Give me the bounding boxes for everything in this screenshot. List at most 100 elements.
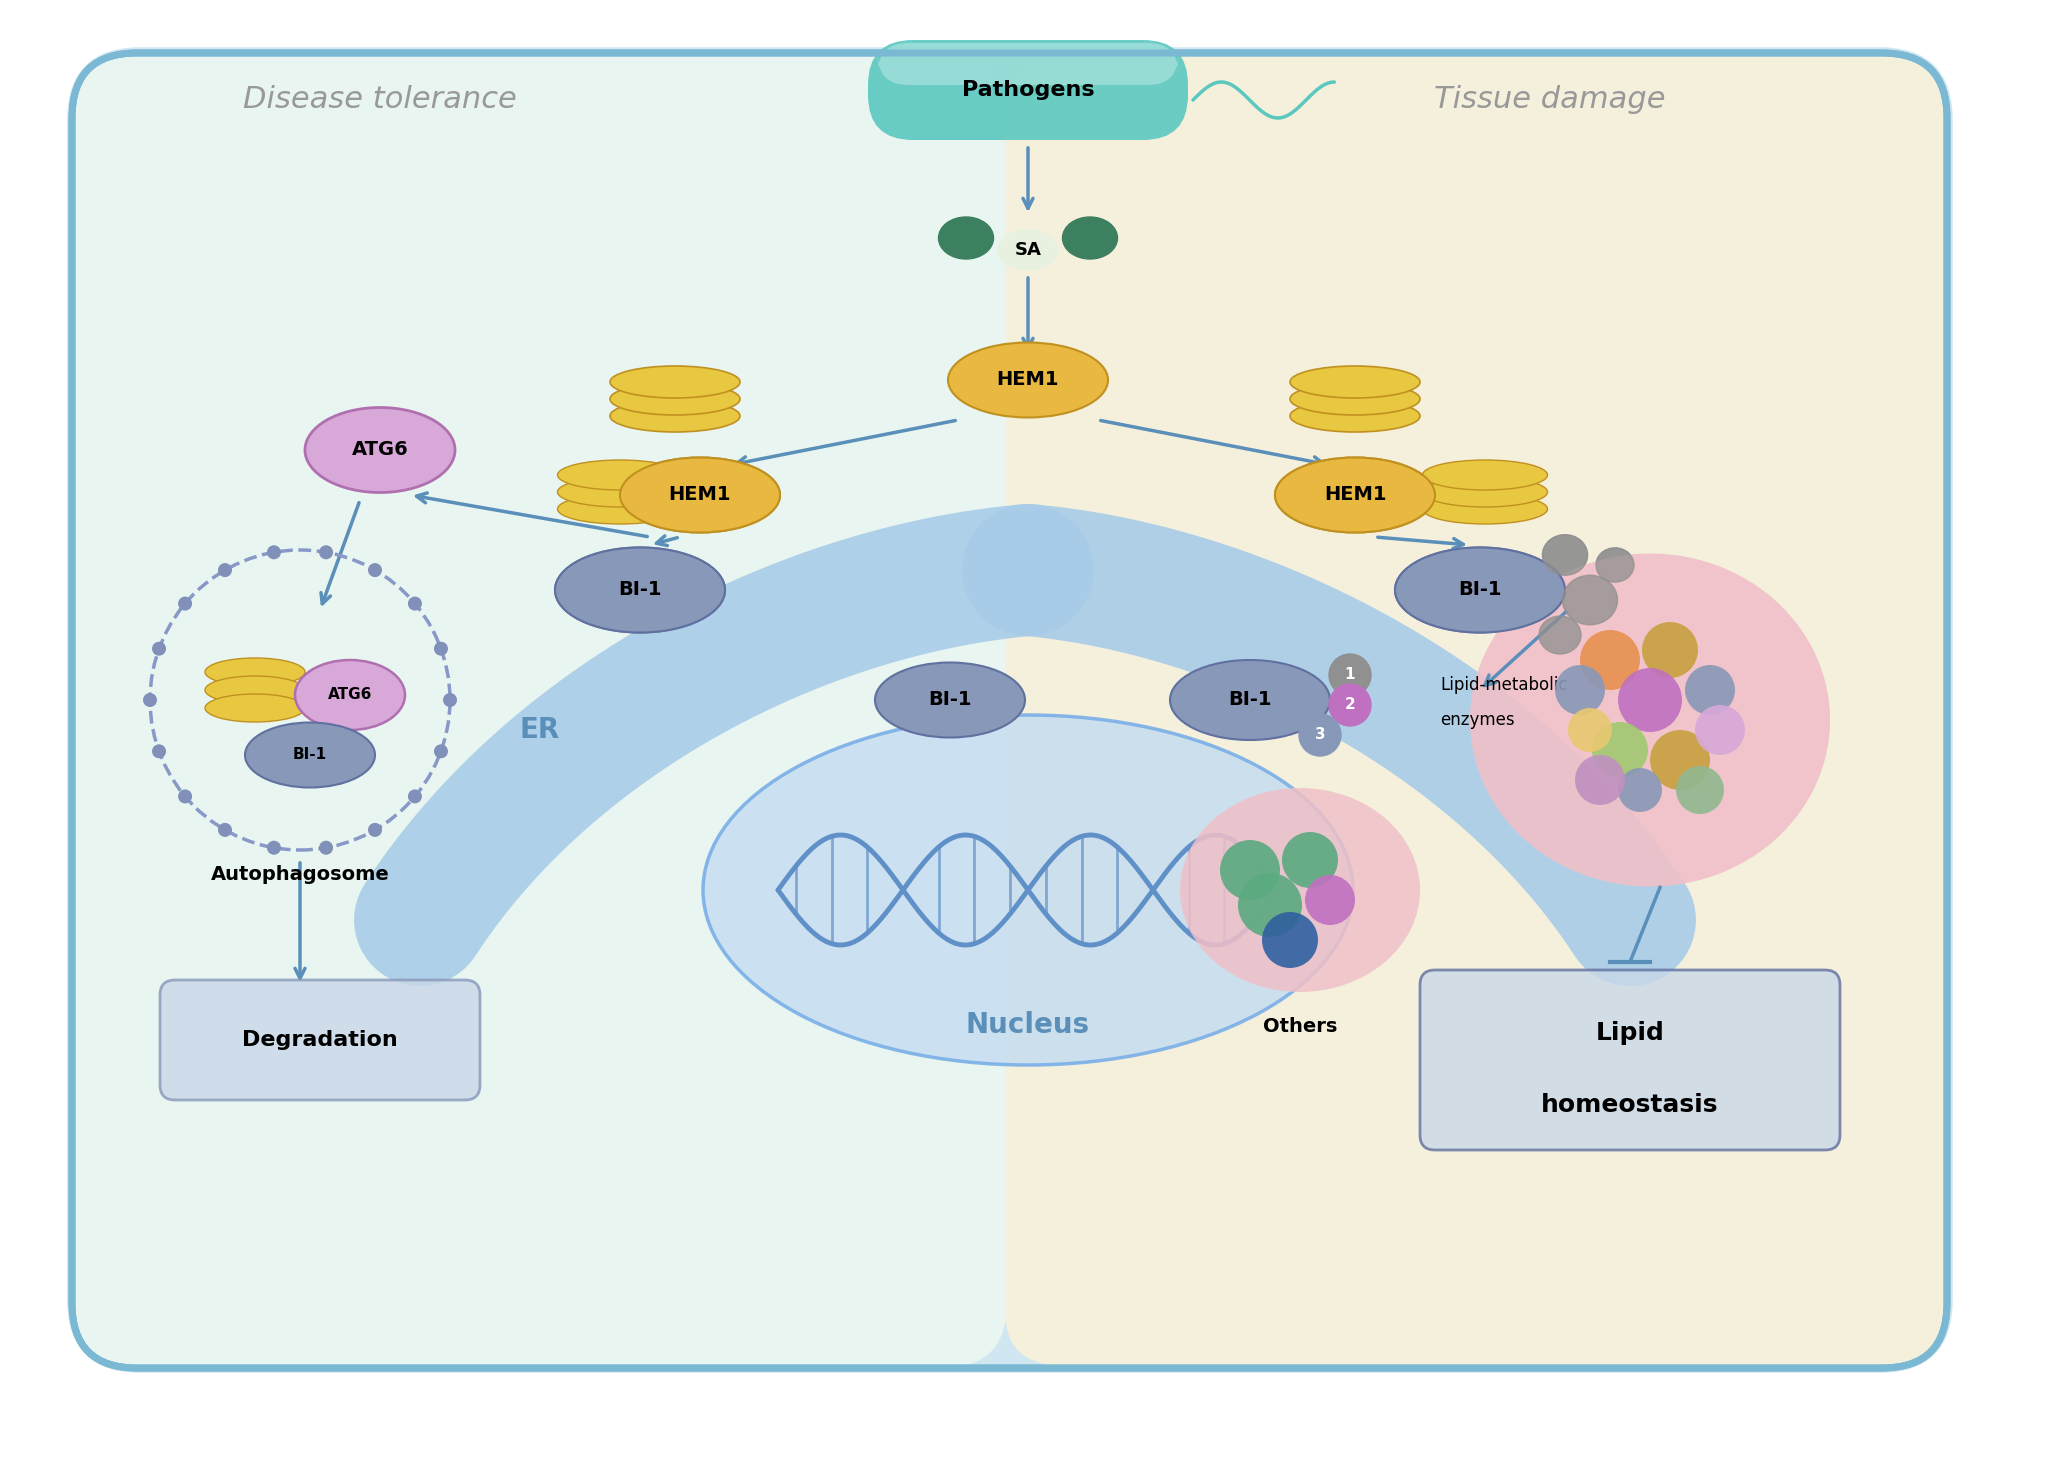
Ellipse shape	[1170, 660, 1330, 739]
Circle shape	[319, 545, 333, 559]
Ellipse shape	[1595, 548, 1635, 582]
Text: Tissue damage: Tissue damage	[1435, 85, 1665, 115]
Ellipse shape	[1275, 457, 1435, 532]
Text: BI-1: BI-1	[1227, 691, 1273, 710]
Ellipse shape	[1423, 494, 1548, 523]
FancyBboxPatch shape	[868, 40, 1188, 140]
Text: Degradation: Degradation	[243, 1030, 399, 1050]
Text: HEM1: HEM1	[668, 485, 732, 504]
Ellipse shape	[1328, 684, 1371, 726]
Ellipse shape	[555, 547, 726, 632]
Ellipse shape	[703, 714, 1353, 1064]
Ellipse shape	[876, 663, 1026, 738]
Ellipse shape	[1396, 547, 1565, 632]
Text: BI-1: BI-1	[619, 581, 662, 600]
Text: HEM1: HEM1	[1324, 485, 1386, 504]
Ellipse shape	[245, 722, 374, 788]
Text: HEM1: HEM1	[1324, 485, 1386, 504]
Circle shape	[1283, 832, 1338, 888]
Text: ER: ER	[520, 716, 559, 744]
Ellipse shape	[555, 547, 726, 632]
Circle shape	[434, 744, 448, 759]
Ellipse shape	[206, 676, 304, 704]
Text: 3: 3	[1314, 728, 1326, 742]
Ellipse shape	[1063, 218, 1118, 259]
Circle shape	[152, 744, 167, 759]
Text: ATG6: ATG6	[352, 441, 409, 460]
Ellipse shape	[1396, 547, 1565, 632]
Ellipse shape	[557, 460, 683, 490]
Ellipse shape	[938, 218, 993, 259]
Ellipse shape	[1540, 616, 1581, 654]
Circle shape	[1262, 911, 1318, 969]
Circle shape	[1306, 875, 1355, 925]
Circle shape	[152, 642, 167, 656]
Circle shape	[144, 692, 156, 707]
FancyBboxPatch shape	[160, 980, 479, 1100]
Ellipse shape	[206, 659, 304, 686]
Circle shape	[319, 841, 333, 854]
Ellipse shape	[1289, 400, 1421, 432]
Ellipse shape	[1180, 788, 1421, 992]
Circle shape	[1694, 706, 1746, 756]
Circle shape	[267, 545, 282, 559]
FancyBboxPatch shape	[1421, 970, 1840, 1150]
Text: BI-1: BI-1	[292, 748, 327, 763]
Text: ATG6: ATG6	[327, 688, 372, 703]
Ellipse shape	[1328, 654, 1371, 695]
Text: Pathogens: Pathogens	[962, 79, 1094, 100]
Circle shape	[1676, 766, 1725, 814]
Ellipse shape	[1563, 575, 1618, 625]
Ellipse shape	[1542, 535, 1587, 575]
Ellipse shape	[1275, 457, 1435, 532]
Circle shape	[368, 823, 382, 836]
Text: Nucleus: Nucleus	[966, 1011, 1090, 1039]
Ellipse shape	[621, 457, 779, 532]
Text: Disease tolerance: Disease tolerance	[243, 85, 516, 115]
Ellipse shape	[294, 660, 405, 731]
FancyBboxPatch shape	[878, 43, 1178, 85]
Circle shape	[1686, 664, 1735, 714]
Ellipse shape	[1289, 384, 1421, 415]
Ellipse shape	[621, 457, 779, 532]
Circle shape	[1591, 722, 1649, 778]
Text: SA: SA	[1014, 241, 1042, 259]
Circle shape	[434, 642, 448, 656]
Circle shape	[1618, 767, 1661, 811]
Circle shape	[1643, 622, 1698, 678]
Circle shape	[179, 789, 191, 804]
Ellipse shape	[1563, 575, 1618, 625]
Text: homeostasis: homeostasis	[1542, 1094, 1719, 1117]
Circle shape	[1219, 839, 1281, 900]
Text: Lipid: Lipid	[1595, 1022, 1665, 1045]
Circle shape	[1575, 756, 1624, 806]
Ellipse shape	[1540, 616, 1581, 654]
Ellipse shape	[557, 494, 683, 523]
Circle shape	[1579, 631, 1641, 689]
Circle shape	[1569, 709, 1612, 753]
Circle shape	[179, 597, 191, 610]
Ellipse shape	[1289, 366, 1421, 398]
Text: 2: 2	[1345, 697, 1355, 713]
Circle shape	[407, 597, 421, 610]
FancyBboxPatch shape	[1007, 53, 1947, 1369]
Circle shape	[218, 823, 232, 836]
Circle shape	[1618, 667, 1682, 732]
FancyBboxPatch shape	[1005, 57, 1933, 1366]
Ellipse shape	[1542, 535, 1587, 575]
Ellipse shape	[304, 407, 454, 492]
Ellipse shape	[1470, 554, 1830, 886]
Ellipse shape	[1423, 476, 1548, 507]
Ellipse shape	[1423, 460, 1548, 490]
Text: BI-1: BI-1	[1458, 581, 1501, 600]
Text: enzymes: enzymes	[1439, 711, 1515, 729]
Text: 1: 1	[1345, 667, 1355, 682]
Ellipse shape	[1299, 714, 1341, 756]
Ellipse shape	[557, 476, 683, 507]
Text: BI-1: BI-1	[927, 691, 972, 710]
Circle shape	[1651, 731, 1711, 789]
Text: BI-1: BI-1	[619, 581, 662, 600]
Ellipse shape	[611, 366, 740, 398]
Circle shape	[407, 789, 421, 804]
FancyBboxPatch shape	[70, 50, 1949, 1370]
